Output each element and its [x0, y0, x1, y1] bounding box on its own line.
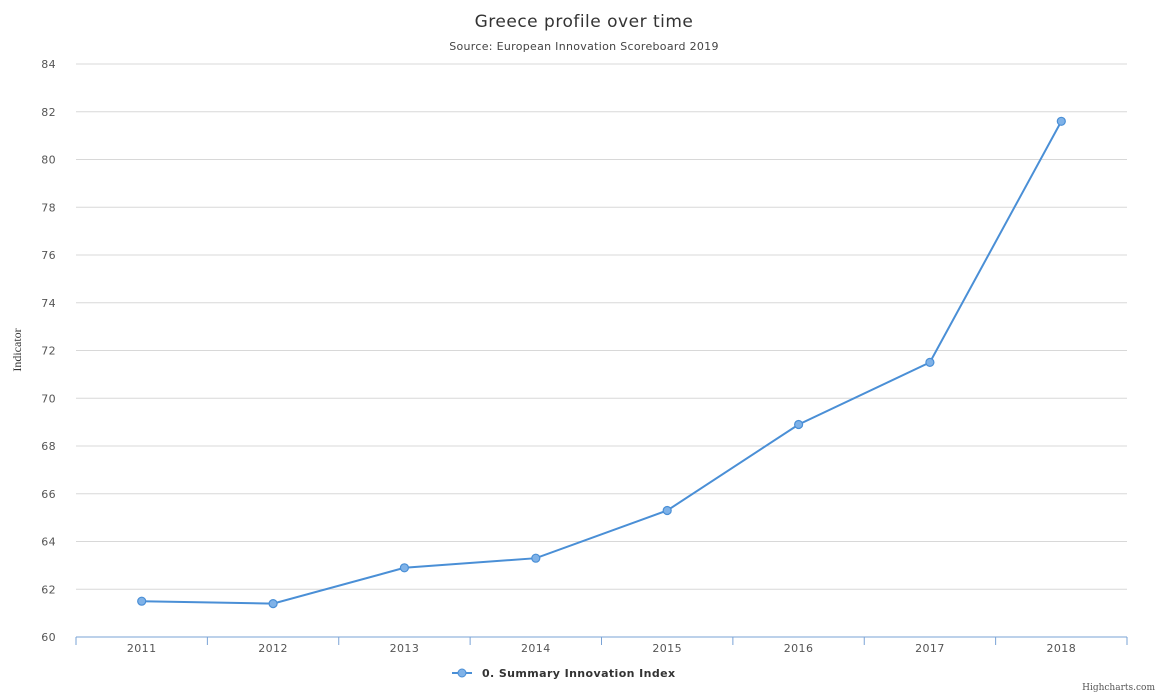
series-line — [141, 120, 1063, 605]
data-point[interactable] — [925, 357, 935, 367]
y-tick-label: 76 — [41, 249, 56, 262]
y-axis-label: Indicator — [10, 328, 24, 371]
y-tick-label: 68 — [41, 440, 56, 453]
x-tick-label: 2017 — [915, 642, 945, 655]
grid-lines — [76, 63, 1127, 590]
legend-item-summary-innovation-index[interactable]: 0. Summary Innovation Index — [482, 667, 676, 680]
x-axis-ticks: 2011 2012 2013 2014 2015 2016 2017 2018 — [75, 637, 1128, 655]
data-point[interactable] — [399, 563, 409, 573]
y-tick-label: 80 — [41, 154, 56, 167]
y-tick-label: 72 — [41, 345, 56, 358]
x-tick-label: 2013 — [390, 642, 420, 655]
y-tick-label: 64 — [41, 536, 56, 549]
legend-point-marker — [457, 668, 467, 678]
y-tick-label: 70 — [41, 392, 56, 405]
legend[interactable]: 0. Summary Innovation Index — [452, 667, 676, 680]
data-point[interactable] — [1056, 116, 1066, 126]
chart-subtitle: Source: European Innovation Scoreboard 2… — [449, 40, 719, 53]
y-tick-label: 60 — [41, 631, 56, 644]
y-axis-ticks: 60 62 64 66 68 70 72 74 76 78 80 82 84 — [41, 58, 56, 644]
x-tick-label: 2012 — [258, 642, 288, 655]
x-tick-label: 2015 — [652, 642, 682, 655]
x-tick-label: 2018 — [1047, 642, 1077, 655]
data-point[interactable] — [531, 553, 541, 563]
x-tick-label: 2016 — [784, 642, 814, 655]
x-tick-label: 2014 — [521, 642, 551, 655]
y-tick-label: 84 — [41, 58, 56, 71]
y-tick-label: 62 — [41, 583, 56, 596]
data-point[interactable] — [268, 598, 278, 609]
data-point[interactable] — [793, 419, 804, 430]
chart-title: Greece profile over time — [475, 12, 694, 32]
credits-link[interactable]: Highcharts.com — [1082, 683, 1155, 693]
y-tick-label: 66 — [41, 488, 56, 501]
series-layer — [137, 116, 1066, 609]
y-tick-label: 78 — [41, 201, 56, 214]
x-tick-label: 2011 — [127, 642, 157, 655]
y-tick-label: 74 — [41, 297, 56, 310]
data-point[interactable] — [137, 596, 147, 606]
y-tick-label: 82 — [41, 106, 56, 119]
data-point[interactable] — [662, 505, 672, 516]
